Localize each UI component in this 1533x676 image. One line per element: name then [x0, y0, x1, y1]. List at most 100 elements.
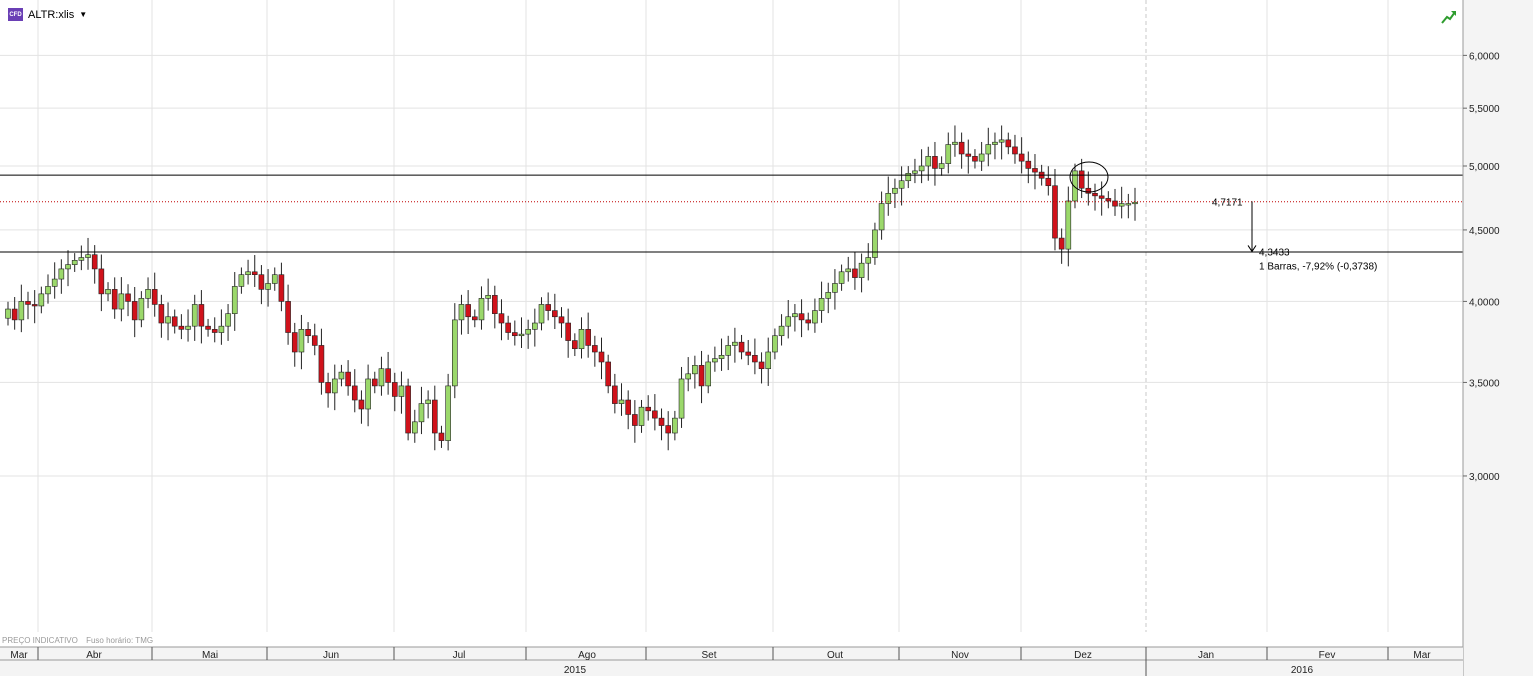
measure-summary: 1 Barras, -7,92% (-0,3738): [1259, 261, 1377, 272]
candle-body: [91, 254, 98, 270]
candle-body: [785, 316, 792, 327]
candle-body: [11, 308, 18, 321]
candle-body: [598, 351, 605, 363]
candle-body: [1032, 168, 1038, 173]
highlight-circle: [1069, 161, 1109, 193]
candle-body: [285, 301, 291, 333]
candle-body: [698, 365, 705, 387]
candle-body: [185, 325, 191, 330]
candle-body: [225, 313, 231, 327]
month-label: Fev: [1319, 650, 1336, 661]
candle-body: [1072, 170, 1078, 202]
candle-body: [378, 368, 385, 387]
candle-body: [572, 340, 578, 350]
candle-body: [431, 399, 438, 434]
candle-body: [438, 432, 445, 441]
candle-body: [245, 271, 251, 275]
candle-body: [1105, 198, 1112, 202]
candle-body: [251, 271, 258, 275]
candle-body: [1112, 200, 1118, 207]
candle-body: [878, 203, 885, 231]
candle-body: [411, 421, 418, 434]
candle-body: [832, 283, 838, 293]
candle-body: [612, 385, 618, 404]
candle-body: [752, 355, 758, 363]
candle-body: [565, 322, 571, 341]
candle-body: [645, 406, 651, 412]
candle-body: [1045, 177, 1052, 187]
candle-body: [138, 298, 145, 321]
y-tick-label: 6,0000: [1469, 51, 1500, 62]
candle-body: [738, 341, 745, 353]
candle-body: [712, 358, 718, 363]
candle-body: [1012, 146, 1018, 155]
candle-body: [51, 278, 58, 287]
candle-body: [25, 301, 31, 305]
candle-body: [258, 274, 265, 290]
candle-body: [385, 368, 391, 383]
candle-body: [78, 257, 85, 261]
y-tick-label: 4,0000: [1469, 297, 1500, 308]
indicative-price-note: PREÇO INDICATIVO: [2, 636, 78, 645]
price-axis: 3,0000 3,5000 4,0000 4,5000 5,0000 5,5000 6,00…: [1462, 0, 1533, 676]
candle-body: [852, 268, 858, 278]
candle-body: [658, 417, 665, 426]
candle-body: [538, 304, 545, 324]
symbol-selector[interactable]: CFD ALTR:xlis ▼: [8, 8, 87, 21]
candle-body: [38, 293, 45, 307]
candle-body: [265, 283, 271, 290]
candle-body: [718, 355, 725, 359]
candle-body: [692, 365, 698, 375]
month-label: Mai: [202, 650, 218, 661]
y-tick-label: 4,5000: [1469, 226, 1500, 237]
chevron-down-icon[interactable]: ▼: [79, 10, 88, 19]
candle-body: [358, 399, 365, 410]
candle-body: [685, 373, 692, 380]
candle-body: [445, 385, 451, 441]
candle-body: [912, 170, 918, 174]
year-label: 2015: [564, 665, 587, 676]
candle-body: [938, 163, 945, 169]
month-label: Mar: [10, 650, 28, 661]
candle-body: [371, 378, 378, 387]
candle-body: [305, 329, 311, 337]
candle-body: [205, 325, 211, 330]
candle-body: [345, 371, 351, 387]
candle-body: [812, 310, 818, 324]
candle-body: [338, 371, 345, 380]
candle-body: [98, 268, 105, 295]
candle-body: [1078, 170, 1085, 189]
candle-body: [191, 304, 198, 327]
candle-body: [605, 361, 611, 387]
candle-body: [858, 262, 865, 278]
candle-body: [638, 406, 645, 426]
candle-body: [131, 301, 138, 321]
candle-body: [945, 144, 952, 164]
y-tick-label: 3,0000: [1469, 472, 1500, 483]
time-axis: Mar Abr Mai Jun Jul Ago Set Out Nov Dez Jan Fev Mar 2…: [0, 646, 1463, 676]
grid-lines: [0, 0, 1463, 632]
candle-body: [725, 345, 732, 356]
candle-body: [331, 378, 338, 394]
candle-body: [198, 304, 205, 327]
candle-body: [291, 332, 298, 353]
trend-up-icon[interactable]: [1441, 10, 1457, 24]
candle-body: [772, 335, 778, 353]
candle-body: [905, 173, 912, 182]
candle-body: [1098, 195, 1105, 199]
timezone-note: Fuso horário: TMG: [86, 636, 154, 645]
candle-body: [952, 141, 958, 145]
candle-body: [1025, 160, 1032, 169]
candle-body: [398, 385, 405, 397]
month-label: Abr: [86, 650, 102, 661]
candle-body: [498, 313, 505, 324]
candle-body: [178, 325, 185, 330]
candle-body: [325, 382, 331, 394]
candle-body: [992, 141, 998, 145]
candle-body: [5, 308, 11, 319]
candle-body: [918, 165, 925, 172]
candle-body: [472, 316, 478, 321]
candle-body: [85, 254, 91, 258]
